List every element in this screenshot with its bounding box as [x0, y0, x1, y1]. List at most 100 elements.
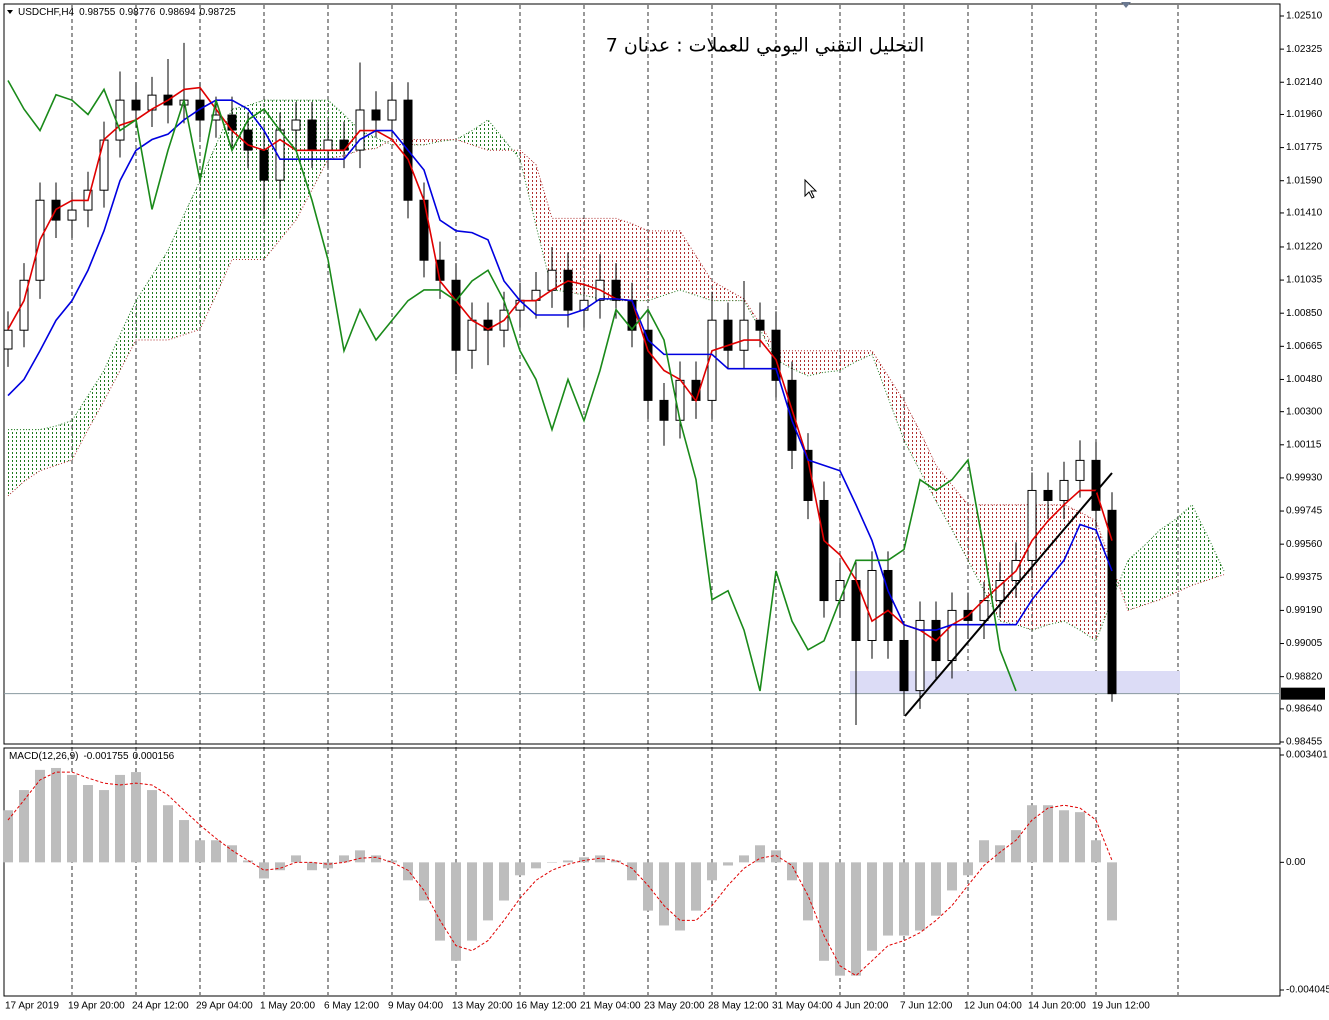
signal-line	[7, 771, 1113, 977]
y-tick-label: 1.01590	[1286, 175, 1323, 186]
macd-bar	[627, 862, 637, 881]
macd-bar	[755, 845, 765, 863]
macd-bar	[979, 840, 989, 863]
macd-header: MACD(12,26,9) -0.001755 0.000156	[9, 751, 175, 762]
y-tick-label: 1.01035	[1286, 275, 1323, 286]
x-tick-label: 12 Jun 04:00	[964, 1001, 1022, 1012]
cloud-segment	[680, 230, 696, 296]
macd-bar	[371, 855, 381, 863]
macd-bar	[499, 862, 509, 901]
candle-body	[259, 149, 269, 181]
x-tick-label: 17 Apr 2019	[5, 1001, 59, 1012]
y-tick-label: 0.99745	[1286, 506, 1323, 517]
cloud-segment	[648, 230, 664, 301]
cloud-segment	[696, 255, 712, 301]
x-tick-label: 28 May 12:00	[708, 1001, 769, 1012]
macd-bar	[483, 862, 493, 921]
macd-bar	[275, 862, 285, 871]
macd-bar	[147, 790, 157, 863]
cloud-segment	[488, 119, 504, 151]
macd-bar	[435, 862, 445, 941]
cloud-segment	[472, 119, 488, 151]
candle-body	[291, 119, 301, 131]
indicator-line	[7, 99, 1113, 631]
macd-bar	[835, 862, 845, 976]
macd-bar	[883, 862, 893, 936]
candle-body	[451, 279, 461, 351]
candle-body	[339, 139, 349, 151]
x-tick-label: 13 May 20:00	[452, 1001, 513, 1012]
y-tick-label: 1.01775	[1286, 142, 1323, 153]
candle-body	[1075, 459, 1085, 481]
candle-body	[883, 569, 893, 641]
candle-body	[851, 580, 861, 641]
macd-bar	[659, 862, 669, 926]
candle-body	[755, 319, 765, 331]
macd-bar	[787, 862, 797, 881]
candle-body	[547, 269, 557, 291]
macd-bar	[467, 862, 477, 941]
y-tick-label: 1.00115	[1286, 439, 1322, 450]
candle-body	[659, 399, 669, 421]
macd-bar	[323, 862, 333, 869]
macd-bar	[451, 862, 461, 961]
macd-bar	[691, 862, 701, 911]
candle-body	[1107, 509, 1117, 695]
trend-line	[904, 472, 1113, 717]
macd-bar	[707, 862, 717, 881]
mouse-cursor	[804, 178, 818, 199]
indicator-line	[7, 80, 1017, 692]
macd-bar	[163, 805, 173, 863]
cloud-segment	[40, 425, 56, 471]
y-tick-label: 1.02510	[1286, 11, 1323, 22]
macd-bar	[643, 862, 653, 911]
macd-bar	[355, 850, 365, 863]
macd-bar	[339, 855, 349, 863]
macd-bar	[403, 862, 413, 881]
candle-body	[67, 209, 77, 221]
cloud-segment	[184, 180, 200, 335]
candle-body	[195, 99, 205, 121]
time-grid	[71, 5, 1179, 995]
support-zone	[850, 671, 1180, 694]
macd-bar	[99, 790, 109, 863]
candle-body	[1043, 489, 1053, 501]
cloud-segment	[840, 350, 856, 371]
macd-bar	[1027, 805, 1037, 863]
cloud-segment	[1208, 537, 1224, 580]
candle-body	[723, 319, 733, 351]
macd-bar	[771, 850, 781, 863]
x-tick-label: 9 May 04:00	[388, 1001, 443, 1012]
macd-bar	[1075, 812, 1085, 863]
x-tick-label: 19 Jun 12:00	[1092, 1001, 1150, 1012]
cloud-segment	[1080, 511, 1096, 641]
cloud-segment	[712, 280, 728, 301]
x-tick-label: 19 Apr 20:00	[68, 1001, 125, 1012]
cloud-segment	[8, 429, 24, 496]
macd-bar	[515, 862, 525, 876]
x-tick-label: 6 May 12:00	[324, 1001, 379, 1012]
candle-body	[419, 199, 429, 261]
macd-bar	[563, 860, 573, 863]
candle-body	[563, 269, 573, 311]
macd-bar	[1107, 862, 1117, 921]
x-tick-label: 16 May 12:00	[516, 1001, 577, 1012]
cloud-segment	[856, 350, 872, 362]
symbol-header: USDCHF,H4 0.98755 0.98776 0.98694 0.98725	[18, 7, 236, 18]
candle-body	[1059, 479, 1069, 501]
macd-bar	[595, 855, 605, 863]
candle-body	[611, 279, 621, 301]
macd-bar	[227, 845, 237, 863]
x-tick-label: 14 Jun 20:00	[1028, 1001, 1086, 1012]
candle-body	[1091, 459, 1101, 511]
macd-bar	[947, 862, 957, 891]
macd-bar	[3, 810, 13, 863]
cloud-segment	[632, 223, 648, 301]
macd-bar	[1043, 805, 1053, 863]
macd-bar	[1091, 840, 1101, 863]
cloud-segment	[520, 150, 536, 226]
candle-body	[803, 449, 813, 501]
cloud-segment	[1144, 529, 1160, 606]
cloud-segment	[664, 230, 680, 296]
candle-body	[115, 99, 125, 141]
